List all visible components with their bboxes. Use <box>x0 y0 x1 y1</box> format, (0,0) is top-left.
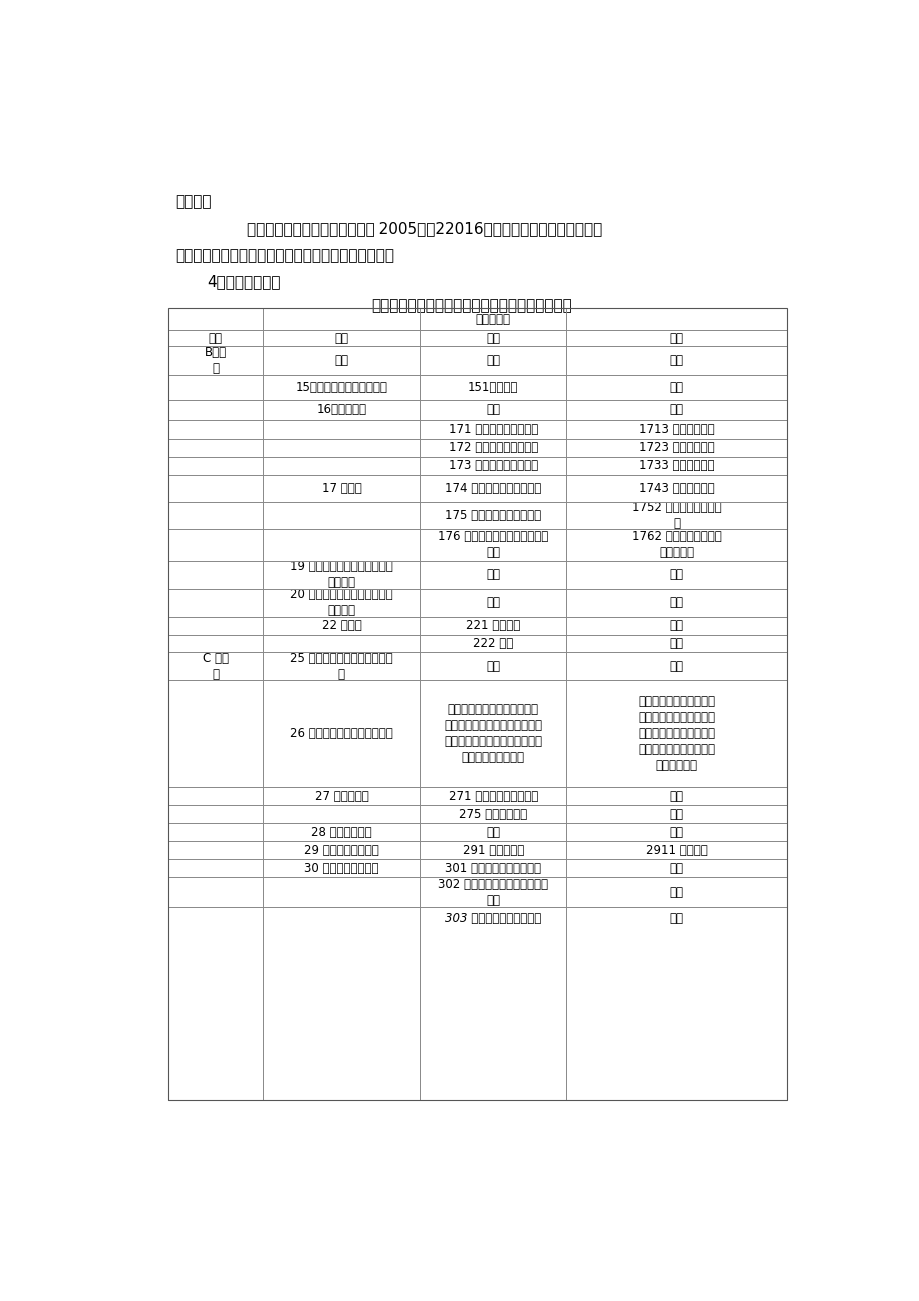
Text: 17 管织业: 17 管织业 <box>321 481 361 494</box>
Text: 根据企业提供的土地证章国用（ 2005）第22016号，本项目厂区用地为工业用: 根据企业提供的土地证章国用（ 2005）第22016号，本项目厂区用地为工业用 <box>246 221 602 237</box>
Text: 176 针织或钉针编织物及其制品
制造: 176 针织或钉针编织物及其制品 制造 <box>437 531 548 559</box>
Text: 所有: 所有 <box>486 596 500 609</box>
Text: 小类: 小类 <box>669 332 683 345</box>
Text: 所有: 所有 <box>669 403 683 416</box>
Text: 16烟草制造业: 16烟草制造业 <box>316 403 366 416</box>
Text: 22 造纸业: 22 造纸业 <box>321 619 361 632</box>
Text: 172 毛管织及染整精加工: 172 毛管织及染整精加工 <box>448 441 538 454</box>
Text: 222 造纸: 222 造纸 <box>472 637 513 650</box>
Text: 30 非金属矿物制造业: 30 非金属矿物制造业 <box>304 861 379 874</box>
Text: 174 丝绸管织及印染精加工: 174 丝绸管织及印染精加工 <box>445 481 540 494</box>
Text: 地，符合山东省明水经济开发区项目区总体规划要求。: 地，符合山东省明水经济开发区项目区总体规划要求。 <box>176 248 394 263</box>
Text: 151酒的制造: 151酒的制造 <box>468 380 518 393</box>
Text: 301 水泥、石灰和石膏制造: 301 水泥、石灰和石膏制造 <box>445 861 540 874</box>
Text: 所有: 所有 <box>669 619 683 632</box>
Text: 25 石油、燤炭及其他燃料加工
业: 25 石油、燤炭及其他燃料加工 业 <box>289 652 392 680</box>
Text: 291 橡胶制品业: 291 橡胶制品业 <box>462 844 523 857</box>
Text: 所有: 所有 <box>486 354 500 367</box>
Text: 类别及代码: 类别及代码 <box>475 314 510 327</box>
Text: 中类: 中类 <box>486 332 500 345</box>
Text: 所有: 所有 <box>669 596 683 609</box>
Text: 27 医药制造业: 27 医药制造业 <box>314 790 368 803</box>
Text: 所有: 所有 <box>486 569 500 582</box>
Text: 所有: 所有 <box>669 808 683 821</box>
Text: 171 棉管织及印染精加工: 171 棉管织及印染精加工 <box>448 423 538 436</box>
Text: 26 化学原料和化学制品制造业: 26 化学原料和化学制品制造业 <box>289 727 392 740</box>
Text: 大类: 大类 <box>334 332 348 345</box>
Text: 门类: 门类 <box>209 332 222 345</box>
Text: 表山东省明水经济开发区项目区准入行业负面清单: 表山东省明水经济开发区项目区准入行业负面清单 <box>370 298 572 314</box>
Text: 所有: 所有 <box>669 380 683 393</box>
Text: 星布置。: 星布置。 <box>176 194 212 209</box>
Text: 所有: 所有 <box>486 826 500 839</box>
Text: 所有（仅简单分装、复配
的除外，《建设项目环境
影响评价分类管理名录》
中环评类别为报告表、登
记表的除外）: 所有（仅简单分装、复配 的除外，《建设项目环境 影响评价分类管理名录》 中环评类… <box>637 695 714 771</box>
Text: 1743 丝印染精加工: 1743 丝印染精加工 <box>638 481 713 494</box>
Text: 303 砀瓦、石材等建筑材料: 303 砀瓦、石材等建筑材料 <box>445 912 540 925</box>
Text: 所有: 所有 <box>669 354 683 367</box>
Text: 1723 毛染整精加工: 1723 毛染整精加工 <box>638 441 713 454</box>
Text: 所有: 所有 <box>486 660 500 673</box>
Text: 173 麻管织及染整精加工: 173 麻管织及染整精加工 <box>448 459 538 472</box>
Text: 所有: 所有 <box>669 569 683 582</box>
Text: 1713 棉印染精加工: 1713 棉印染精加工 <box>638 423 713 436</box>
Text: B采矿
业: B采矿 业 <box>204 346 226 375</box>
Bar <box>168 308 786 1099</box>
Text: 271 化学药品原料药制造: 271 化学药品原料药制造 <box>448 790 538 803</box>
Text: 302 石膏、水泥制品及类似制品
制造: 302 石膏、水泥制品及类似制品 制造 <box>437 878 548 907</box>
Text: 29 橡胶和塑料制品业: 29 橡胶和塑料制品业 <box>303 844 379 857</box>
Text: 1762 针织或鑉针编织物
印染精加工: 1762 针织或鑉针编织物 印染精加工 <box>631 531 720 559</box>
Text: 所有: 所有 <box>669 861 683 874</box>
Text: 所有: 所有 <box>669 886 683 899</box>
Text: 20 木材、家具及竹、藤、棕、
草制品业: 20 木材、家具及竹、藤、棕、 草制品业 <box>289 588 392 618</box>
Text: 所有: 所有 <box>669 826 683 839</box>
Text: 所有: 所有 <box>669 912 683 925</box>
Text: 221 纸浆制造: 221 纸浆制造 <box>466 619 520 632</box>
Text: 15酒、饮料和精制茶制造业: 15酒、饮料和精制茶制造业 <box>295 380 387 393</box>
Text: 4）负面管理清单: 4）负面管理清单 <box>208 275 281 289</box>
Text: 2911 轮胎制造: 2911 轮胎制造 <box>645 844 707 857</box>
Text: 所有: 所有 <box>669 637 683 650</box>
Text: 所有: 所有 <box>334 354 348 367</box>
Text: 1752 化纤织物染整精加
工: 1752 化纤织物染整精加 工 <box>631 501 720 530</box>
Text: 175 化纤织造及印染精加工: 175 化纤织造及印染精加工 <box>445 509 540 522</box>
Text: 所有: 所有 <box>486 403 500 416</box>
Text: 1733 麻染整精加工: 1733 麻染整精加工 <box>638 459 713 472</box>
Text: C 制造
业: C 制造 业 <box>202 652 228 680</box>
Text: 所有: 所有 <box>669 790 683 803</box>
Text: 28 化学纤维制造: 28 化学纤维制造 <box>311 826 371 839</box>
Text: 19 皮革、毛皮、羽毛及其制品
和制鞋业: 19 皮革、毛皮、羽毛及其制品 和制鞋业 <box>289 561 392 589</box>
Text: 所有: 所有 <box>669 660 683 673</box>
Text: 所有（仅简单分装、分配的除
外，《建设项目环境影响评价分
类管理名录》中环评类别为报告
表、登记表的除外）: 所有（仅简单分装、分配的除 外，《建设项目环境影响评价分 类管理名录》中环评类别… <box>444 703 541 764</box>
Text: 275 兽用药品制造: 275 兽用药品制造 <box>459 808 527 821</box>
